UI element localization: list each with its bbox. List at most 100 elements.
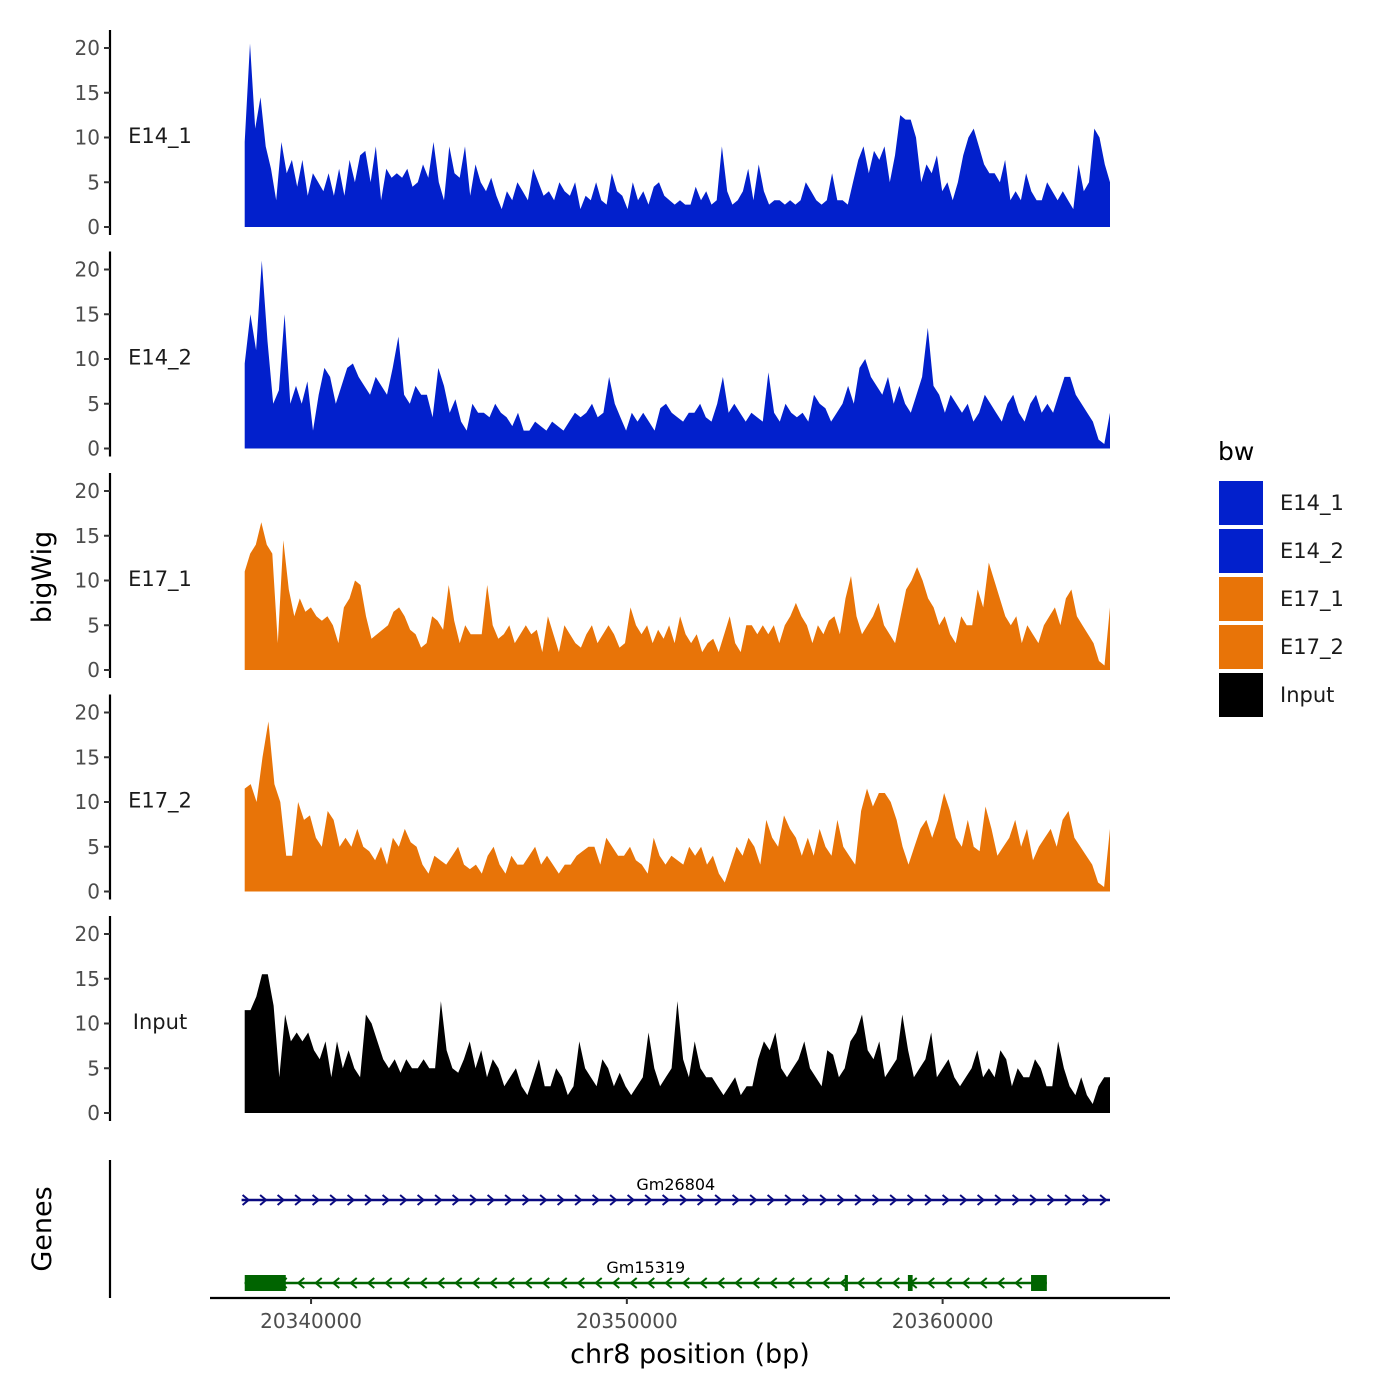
strand-arrow	[679, 1194, 688, 1206]
strand-arrow	[924, 1194, 933, 1206]
track-E14_2: 0 5 10 15 20 E14_2	[75, 251, 1110, 461]
strand-arrow	[941, 1194, 951, 1206]
gene-track: Gm26804 Gm15319	[108, 1160, 1110, 1298]
strand-arrow	[556, 1194, 566, 1206]
strand-arrow	[1081, 1194, 1091, 1206]
legend-swatch	[1217, 623, 1265, 671]
strand-arrow	[646, 1277, 655, 1289]
genes-axis-title: Genes	[27, 1186, 58, 1271]
strand-arrow	[539, 1194, 548, 1206]
area-series-E17_1	[244, 522, 1110, 670]
strand-arrow	[766, 1194, 776, 1206]
y-tick-label: 0	[87, 880, 100, 904]
strand-arrow	[731, 1194, 741, 1206]
strand-arrow	[436, 1277, 445, 1289]
y-tick-label: 0	[87, 215, 100, 239]
legend-swatch	[1217, 575, 1265, 623]
y-tick-label: 5	[87, 835, 100, 859]
x-axis: 20340000 20350000 20360000	[210, 1296, 1170, 1333]
strand-arrow	[364, 1194, 373, 1206]
strand-arrow	[559, 1277, 568, 1289]
y-tick-label: 10	[75, 1012, 100, 1036]
strand-arrow	[994, 1194, 1003, 1206]
exon-block	[844, 1275, 848, 1291]
strand-arrow	[331, 1277, 340, 1289]
y-tick-label: 5	[87, 613, 100, 637]
area-series-Input	[244, 974, 1110, 1113]
strand-arrow	[314, 1277, 323, 1289]
strand-arrow	[1046, 1194, 1056, 1206]
y-tick-label: 5	[87, 392, 100, 416]
track-E17_2: 0 5 10 15 20 E17_2	[75, 694, 1110, 904]
strand-arrow	[346, 1194, 356, 1206]
y-tick-label: 20	[75, 479, 100, 503]
strand-arrow	[996, 1277, 1005, 1289]
strand-arrow	[504, 1194, 513, 1206]
legend-item-E14_1: E14_1	[1217, 479, 1344, 527]
legend-item-E17_1: E17_1	[1217, 575, 1344, 623]
y-tick-label: 0	[87, 437, 100, 461]
strand-arrow	[489, 1277, 498, 1289]
x-tick-label: 20350000	[576, 1309, 678, 1333]
strand-arrow	[751, 1277, 760, 1289]
y-tick-label: 20	[75, 258, 100, 282]
strand-arrow	[681, 1277, 690, 1289]
y-tick-label: 10	[75, 569, 100, 593]
legend-item-E17_2: E17_2	[1217, 623, 1344, 671]
strand-arrow	[311, 1194, 321, 1206]
strand-arrow	[384, 1277, 393, 1289]
strand-arrow	[926, 1277, 935, 1289]
exon-block	[907, 1275, 913, 1291]
strand-arrow	[716, 1277, 725, 1289]
strand-arrow	[329, 1194, 338, 1206]
y-tick-label: 10	[75, 790, 100, 814]
gene-Gm26804: Gm26804	[241, 1175, 1110, 1206]
strand-arrow	[451, 1194, 461, 1206]
bigwig-tracks: 05101520E14_105101520E14_205101520E17_10…	[75, 30, 1110, 1125]
y-tick-label: 5	[87, 1056, 100, 1080]
strand-arrow	[644, 1194, 653, 1206]
y-tick-label: 0	[87, 658, 100, 682]
strand-arrow	[454, 1277, 463, 1289]
track-label: E17_2	[128, 789, 192, 814]
x-tick-label: 20360000	[892, 1309, 994, 1333]
strand-arrow	[626, 1194, 636, 1206]
strand-arrow	[749, 1194, 758, 1206]
strand-arrow	[699, 1277, 708, 1289]
y-axis-title: bigWig	[27, 531, 58, 624]
y-tick-label: 15	[75, 302, 100, 326]
y-tick-label: 20	[75, 36, 100, 60]
strand-arrow	[419, 1277, 428, 1289]
strand-arrow	[979, 1277, 988, 1289]
strand-arrow	[786, 1277, 795, 1289]
strand-arrow	[629, 1277, 638, 1289]
strand-arrow	[821, 1277, 830, 1289]
track-Input: 0 5 10 15 20 Input	[75, 916, 1110, 1125]
gene-name-label: Gm15319	[606, 1258, 685, 1277]
track-E17_1: 0 5 10 15 20 E17_1	[75, 473, 1110, 682]
strand-arrow	[521, 1194, 531, 1206]
strand-arrow	[819, 1194, 828, 1206]
legend-label: Input	[1280, 683, 1334, 707]
strand-arrow	[906, 1194, 916, 1206]
strand-arrow	[664, 1277, 673, 1289]
area-series-E14_1	[244, 43, 1110, 227]
strand-arrow	[944, 1277, 953, 1289]
track-label: E17_1	[128, 567, 192, 592]
strand-arrow	[856, 1277, 865, 1289]
strand-arrow	[661, 1194, 671, 1206]
strand-arrow	[471, 1277, 480, 1289]
strand-arrow	[889, 1194, 898, 1206]
strand-arrow	[296, 1277, 305, 1289]
y-tick-label: 20	[75, 922, 100, 946]
track-label: E14_2	[128, 346, 192, 371]
strand-arrow	[594, 1277, 603, 1289]
strand-arrow	[804, 1277, 813, 1289]
strand-arrow	[349, 1277, 358, 1289]
strand-arrow	[961, 1277, 970, 1289]
strand-arrow	[259, 1194, 268, 1206]
y-tick-label: 15	[75, 524, 100, 548]
track-label: Input	[133, 1010, 187, 1034]
strand-arrow	[506, 1277, 515, 1289]
y-tick-label: 15	[75, 967, 100, 991]
